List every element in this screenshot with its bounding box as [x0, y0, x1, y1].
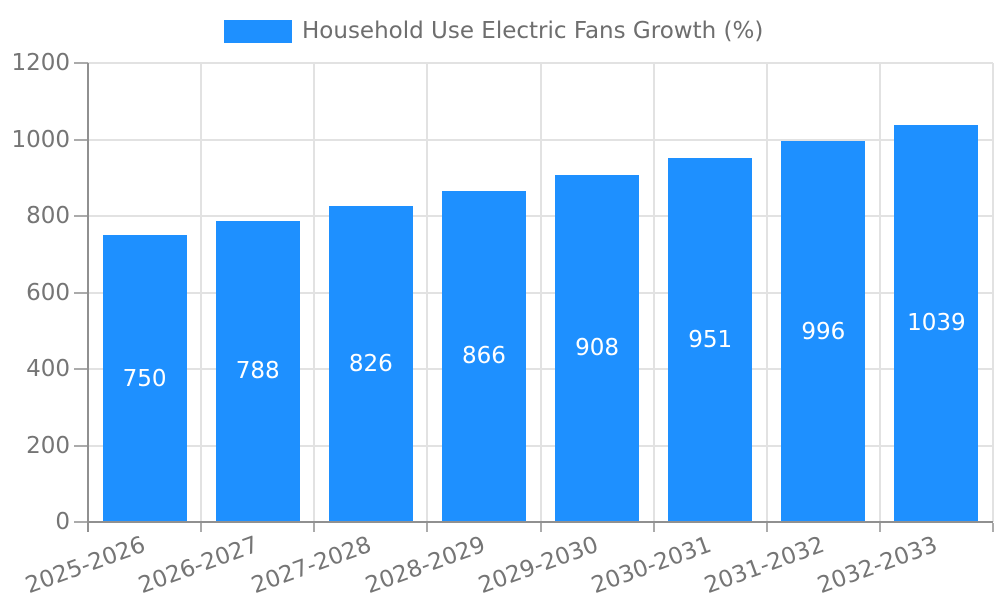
x-gridline-4	[539, 63, 542, 522]
bar-2031-2032: 996	[781, 141, 866, 522]
x-tick-mark	[992, 523, 994, 532]
y-axis-line	[87, 63, 89, 532]
x-tick-mark	[426, 523, 429, 532]
x-gridline-1	[200, 63, 203, 522]
y-tick-mark	[74, 62, 88, 64]
y-tick-mark	[74, 138, 88, 141]
y-tick-label: 800	[26, 203, 70, 229]
bar-value-label: 951	[688, 327, 733, 354]
y-tick-label: 1000	[11, 126, 70, 153]
y-tick-label: 200	[26, 432, 70, 459]
bar-2028-2029: 866	[441, 190, 526, 522]
x-tick-label: 2025-2026	[22, 531, 150, 600]
y-tick-mark	[74, 521, 88, 523]
x-tick-label: 2026-2027	[135, 531, 263, 600]
y-tick-label: 0	[55, 509, 70, 535]
bar-2026-2027: 788	[215, 220, 300, 522]
x-gridline-5	[652, 63, 655, 522]
x-tick-mark	[200, 523, 203, 532]
y-tick-mark	[74, 368, 88, 370]
x-tick-label: 2027-2028	[248, 531, 376, 600]
x-tick-label: 2032-2033	[814, 531, 941, 600]
chart-legend: Household Use Electric Fans Growth (%)	[224, 19, 763, 43]
x-gridline-3	[426, 63, 429, 522]
legend-swatch	[224, 19, 292, 43]
bar-value-label: 996	[801, 318, 846, 345]
x-tick-label: 2028-2029	[361, 531, 489, 600]
x-tick-label: 2029-2030	[474, 531, 602, 600]
y-tick-label: 600	[26, 279, 70, 306]
bar-2029-2030: 908	[555, 174, 640, 522]
x-tick-mark	[87, 523, 89, 532]
legend-label: Household Use Electric Fans Growth (%)	[302, 18, 764, 44]
x-tick-label: 2031-2032	[701, 531, 828, 600]
plot-area: 750 788 826 866 908 951 996 1039	[87, 62, 994, 532]
bar-2032-2033: 1039	[894, 124, 979, 522]
bar-2027-2028: 826	[328, 206, 413, 522]
x-gridline-6	[765, 63, 768, 522]
x-tick-mark	[878, 523, 881, 532]
x-gridline-7	[878, 63, 881, 522]
bar-value-label: 866	[461, 343, 506, 370]
y-axis: 0 200 400 600 800 1000 1200	[0, 50, 88, 535]
x-tick-mark	[539, 523, 542, 532]
y-tick-mark	[74, 291, 88, 294]
y-tick-label: 400	[26, 356, 70, 382]
bar-value-label: 788	[235, 358, 280, 385]
bar-value-label: 750	[122, 365, 167, 392]
y-tick-mark	[74, 215, 88, 217]
x-axis: 2025-2026 2026-2027 2027-2028 2028-2029 2029…	[22, 522, 994, 600]
x-tick-mark	[313, 523, 316, 532]
x-tick-label: 2030-2031	[587, 531, 715, 600]
x-tick-mark	[652, 523, 655, 532]
x-gridline-8	[992, 63, 994, 522]
bar-value-label: 1039	[907, 310, 966, 337]
bar-2025-2026: 750	[102, 235, 187, 522]
x-axis-line	[88, 521, 993, 523]
x-tick-mark	[765, 523, 768, 532]
y-tick-mark	[74, 444, 88, 447]
bar-2030-2031: 951	[668, 158, 753, 522]
bar-value-label: 908	[575, 335, 620, 362]
y-tick-label: 1200	[11, 50, 70, 76]
x-gridline-2	[313, 63, 316, 522]
bar-value-label: 826	[348, 351, 393, 378]
